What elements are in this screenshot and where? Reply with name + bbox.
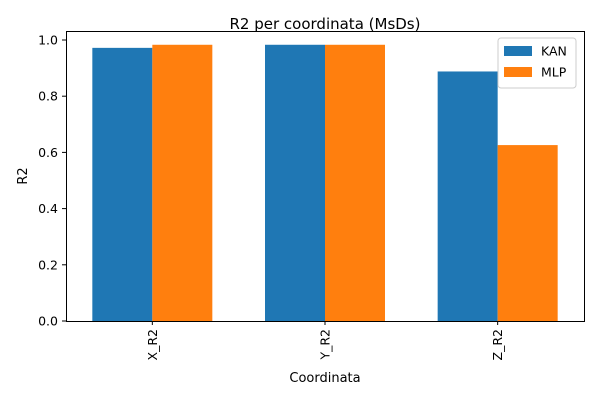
x-tick-label: Y_R2 [318, 329, 333, 361]
y-tick-label: 0.8 [38, 89, 58, 104]
bar-mlp-y-r2 [325, 44, 385, 322]
bar-mlp-z-r2 [497, 145, 558, 321]
bar-kan-z-r2 [437, 71, 498, 321]
legend-swatch-kan [504, 46, 532, 56]
legend: KAN MLP [497, 37, 577, 89]
y-tick-label: 1.0 [38, 32, 58, 47]
y-axis-label: R2 [16, 167, 31, 184]
x-axis-ticks: X_R2 Y_R2 Z_R2 [145, 321, 505, 361]
bars-group [92, 44, 558, 322]
y-tick-label: 0.6 [38, 145, 58, 160]
chart-title: R2 per coordinata (MsDs) [230, 15, 421, 33]
x-axis-label: Coordinata [289, 371, 360, 386]
y-tick-label: 0.0 [38, 314, 58, 329]
bar-mlp-x-r2 [152, 44, 213, 322]
legend-label-kan: KAN [541, 44, 567, 59]
bar-kan-y-r2 [265, 44, 325, 322]
x-tick-label: X_R2 [145, 329, 160, 360]
x-tick-label: Z_R2 [490, 329, 505, 360]
y-tick-label: 0.2 [38, 257, 58, 272]
legend-label-mlp: MLP [541, 65, 567, 80]
y-tick-label: 0.4 [38, 201, 58, 216]
plot-frame [66, 31, 585, 322]
legend-swatch-mlp [504, 67, 532, 77]
y-axis-ticks: 0.0 0.2 0.4 0.6 0.8 1.0 [38, 32, 66, 329]
bar-kan-x-r2 [92, 47, 153, 322]
